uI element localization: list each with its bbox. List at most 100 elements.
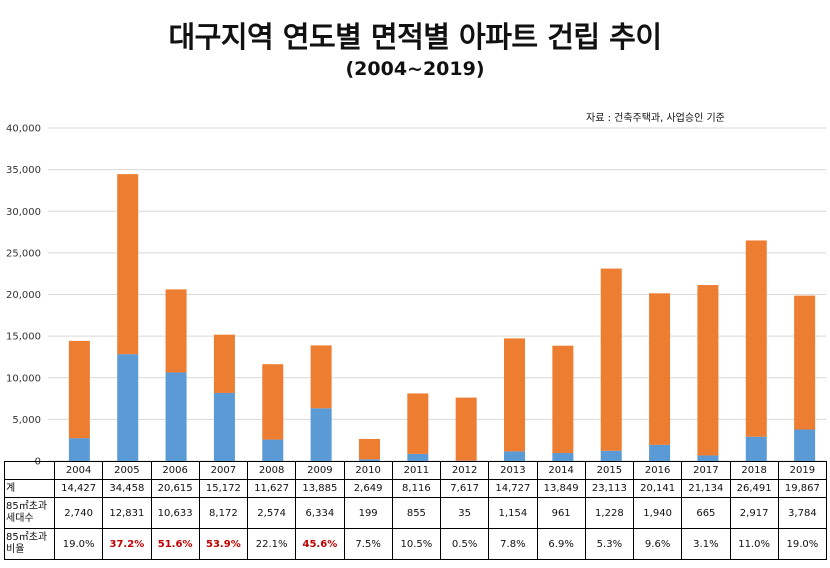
- year-cell: 2015: [584, 461, 635, 480]
- bar-segment-large: [552, 452, 574, 461]
- bar-segment-large: [213, 392, 235, 461]
- chart-title: 대구지역 연도별 면적별 아파트 건립 추이: [168, 20, 662, 54]
- large-units-cell: 6,334: [295, 497, 345, 529]
- large-units-cell: 1,228: [584, 497, 635, 529]
- ratio-cell: 53.9%: [198, 528, 249, 560]
- large-units-cell: 2,917: [729, 497, 779, 529]
- bar-segment-large: [407, 453, 429, 461]
- total-cell: 13,849: [536, 479, 586, 498]
- ratio-cell: 7.5%: [343, 528, 393, 560]
- source-note: 자료 : 건축주택과, 사업승인 기준: [586, 113, 725, 124]
- total-cell: 7,617: [439, 479, 490, 498]
- bar-segment-small: [600, 268, 622, 451]
- bar-segment-large: [504, 451, 526, 461]
- table-row-years: 2004 2005 2006 2007 2008 2009 2010 2011 2012 2013…: [4, 461, 828, 480]
- table-row-ratio: 85㎡초과 비율 19.0% 37.2% 51.6% 53.9% 22.1% 45.6% 7.…: [4, 528, 828, 560]
- ratio-cell: 22.1%: [246, 528, 297, 560]
- year-cell: 2007: [198, 461, 249, 480]
- year-cell: 2011: [391, 461, 442, 480]
- bar-segment-large: [68, 438, 90, 461]
- bar-segment-large: [649, 444, 671, 461]
- ratio-cell: 7.8%: [488, 528, 538, 560]
- year-cell: 2009: [295, 461, 345, 480]
- bar-segment-large: [165, 372, 187, 461]
- ratio-cell: 37.2%: [102, 528, 152, 560]
- year-cell: 2014: [536, 461, 586, 480]
- y-tick-label: 40,000: [6, 124, 41, 135]
- year-cell: 2016: [632, 461, 683, 480]
- bar-segment-small: [213, 334, 235, 393]
- year-cell: 2008: [246, 461, 297, 480]
- total-cell: 11,627: [246, 479, 297, 498]
- year-cell: 2010: [343, 461, 393, 480]
- total-cell: 13,885: [295, 479, 345, 498]
- large-units-cell: 2,574: [246, 497, 297, 529]
- bar-segment-large: [310, 408, 332, 461]
- bar-segment-small: [649, 293, 671, 445]
- bar-segment-small: [407, 393, 429, 454]
- ratio-cell: 6.9%: [536, 528, 586, 560]
- ratio-cell: 11.0%: [729, 528, 779, 560]
- bar-segment-large: [117, 354, 139, 461]
- y-tick-label: 25,000: [6, 248, 41, 259]
- total-cell: 14,727: [488, 479, 538, 498]
- large-units-cell: 1,154: [488, 497, 538, 529]
- bar-segment-small: [68, 340, 90, 439]
- ratio-cell: 0.5%: [439, 528, 490, 560]
- year-cell: 2006: [150, 461, 200, 480]
- ratio-cell: 51.6%: [150, 528, 200, 560]
- year-cell: 2012: [439, 461, 490, 480]
- bar-segment-small: [745, 240, 767, 437]
- bar-segment-small: [165, 289, 187, 373]
- bar-segment-small: [262, 364, 284, 440]
- bar-segment-small: [552, 345, 574, 453]
- total-cell: 26,491: [729, 479, 779, 498]
- ratio-cell: 45.6%: [295, 528, 345, 560]
- total-cell: 20,615: [150, 479, 200, 498]
- bar-segment-small: [358, 438, 380, 460]
- chart-subtitle: (2004~2019): [345, 58, 485, 80]
- total-cell: 21,134: [681, 479, 731, 498]
- total-cell: 23,113: [584, 479, 635, 498]
- bar-segment-small: [455, 397, 477, 461]
- y-tick-label: 35,000: [6, 165, 41, 176]
- ratio-cell: 9.6%: [632, 528, 683, 560]
- ratio-cell: 5.3%: [584, 528, 635, 560]
- data-table: 2004 2005 2006 2007 2008 2009 2010 2011 2012 2013…: [4, 461, 828, 560]
- total-cell: 34,458: [102, 479, 152, 498]
- large-units-cell: 8,172: [198, 497, 249, 529]
- year-cell: 2017: [681, 461, 731, 480]
- total-cell: 8,116: [391, 479, 442, 498]
- y-tick-label: 15,000: [6, 332, 41, 343]
- bar-segment-large: [794, 429, 816, 461]
- bar-segment-small: [504, 338, 526, 452]
- bar-segment-large: [697, 455, 719, 461]
- large-units-cell: 12,831: [102, 497, 152, 529]
- bar-segment-small: [794, 295, 816, 430]
- y-tick-label: 10,000: [6, 373, 41, 384]
- large-units-cell: 961: [536, 497, 586, 529]
- year-cell: 2019: [777, 461, 828, 480]
- large-units-cell: 10,633: [150, 497, 200, 529]
- ratio-cell: 19.0%: [53, 528, 104, 560]
- row-label-total: 계: [4, 479, 55, 498]
- total-cell: 14,427: [53, 479, 104, 498]
- large-units-cell: 855: [391, 497, 442, 529]
- bar-segment-large: [600, 450, 622, 461]
- large-units-cell: 2,740: [53, 497, 104, 529]
- total-cell: 15,172: [198, 479, 249, 498]
- ratio-cell: 19.0%: [777, 528, 828, 560]
- ratio-cell: 10.5%: [391, 528, 442, 560]
- large-units-cell: 199: [343, 497, 393, 529]
- total-cell: 20,141: [632, 479, 683, 498]
- year-cell: 2018: [729, 461, 779, 480]
- bar-segment-large: [262, 439, 284, 461]
- row-label-large-units: 85㎡초과 세대수: [4, 497, 55, 529]
- table-row-totals: 계 14,427 34,458 20,615 15,172 11,627 13,885 2,6…: [4, 479, 828, 498]
- large-units-cell: 1,940: [632, 497, 683, 529]
- total-cell: 19,867: [777, 479, 828, 498]
- year-cell: 2013: [488, 461, 538, 480]
- bar-segment-small: [117, 174, 139, 355]
- y-tick-label: 5,000: [12, 415, 41, 426]
- large-units-cell: 3,784: [777, 497, 828, 529]
